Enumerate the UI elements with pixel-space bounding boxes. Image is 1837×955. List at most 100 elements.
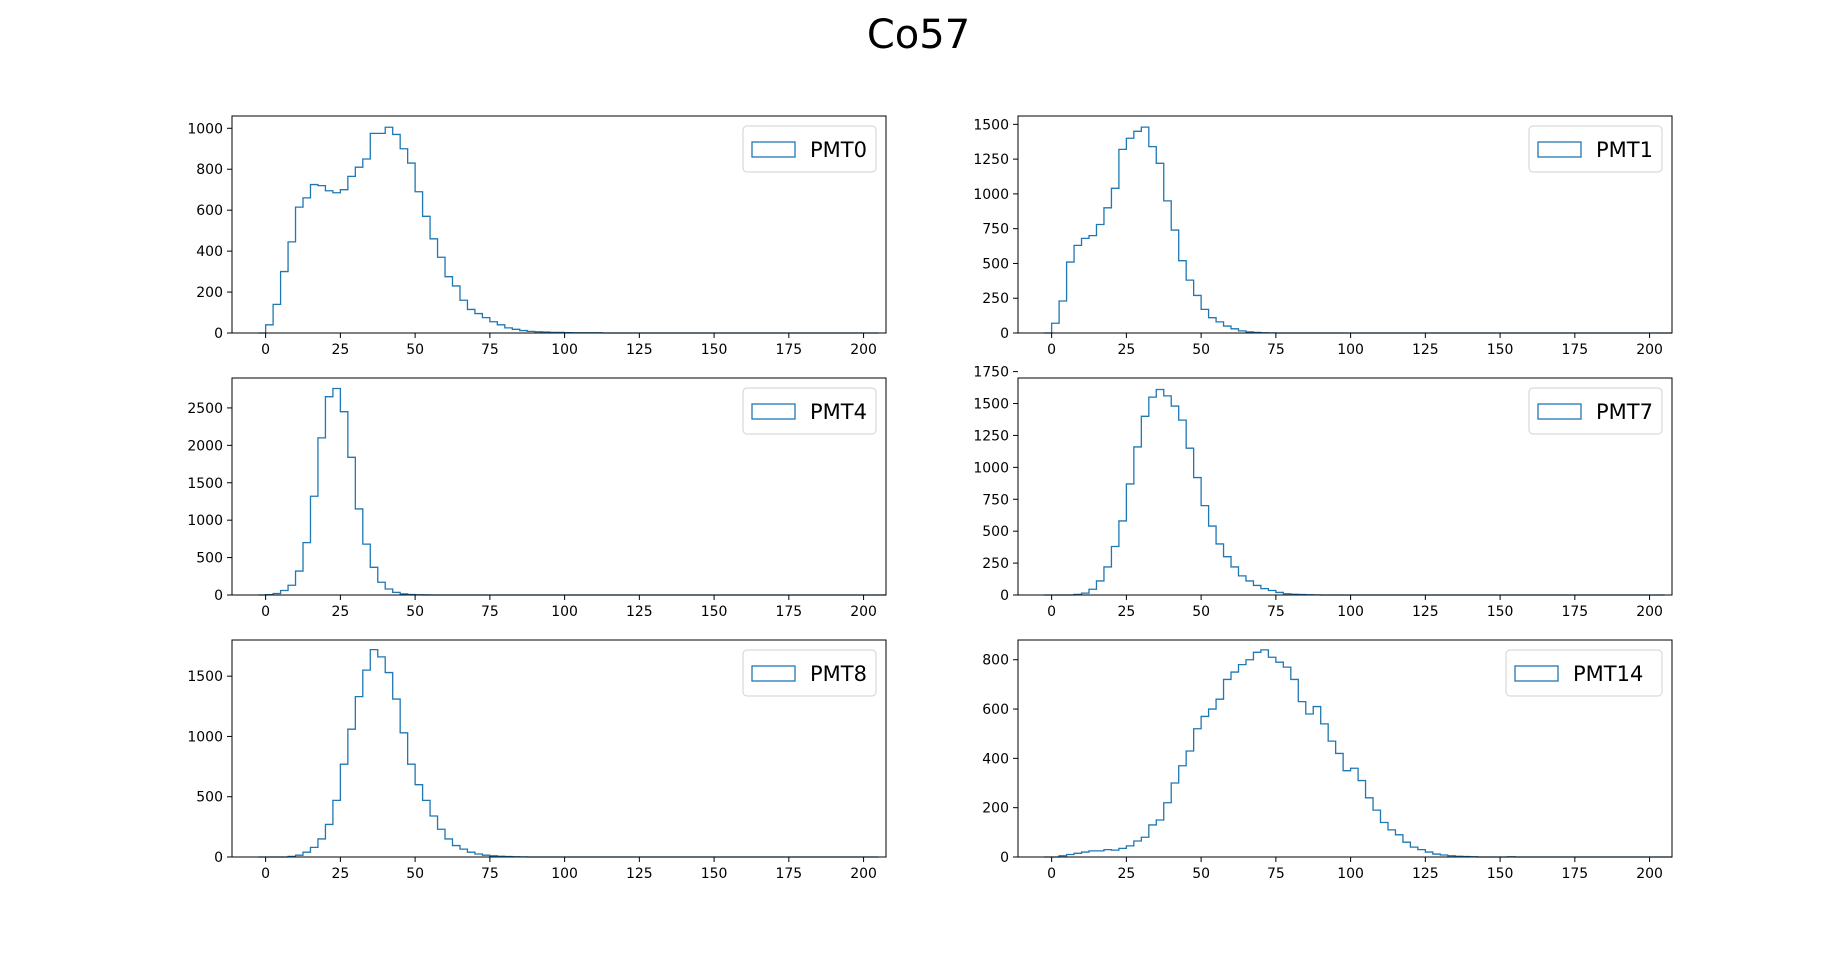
legend-label: PMT8 (810, 662, 867, 686)
x-tick-label: 175 (1561, 604, 1588, 620)
subplot-pmt8: 0 25 50 75 100 125 150 175 200 0 500 1000 1500 PMT8 (187, 639, 887, 882)
legend-swatch (1514, 665, 1559, 682)
x-tick-label: 75 (1267, 604, 1285, 620)
x-tick-label: 125 (1412, 342, 1439, 358)
y-tick-label: 600 (196, 203, 223, 219)
x-tick-label: 200 (1636, 604, 1663, 620)
y-tick-label: 500 (196, 551, 223, 567)
x-tick-label: 175 (775, 342, 802, 358)
y-tick-label: 200 (982, 801, 1009, 817)
x-tick-label: 75 (481, 342, 499, 358)
y-tick-label: 1000 (973, 187, 1009, 203)
axes-frame (1017, 377, 1673, 596)
y-tick-label: 750 (982, 222, 1009, 238)
x-tick-label: 25 (1117, 866, 1135, 882)
x-tick-label: 50 (1192, 604, 1210, 620)
x-tick-label: 50 (406, 342, 424, 358)
x-tick-label: 100 (551, 604, 578, 620)
y-tick-label: 1000 (187, 121, 223, 137)
x-tick-label: 150 (701, 342, 728, 358)
y-tick-label: 800 (982, 653, 1009, 669)
x-tick-label: 175 (775, 604, 802, 620)
x-tick-label: 200 (1636, 342, 1663, 358)
y-tick-label: 250 (982, 291, 1009, 307)
y-tick-label: 750 (982, 492, 1009, 508)
x-tick-label: 50 (406, 604, 424, 620)
x-tick-label: 75 (481, 866, 499, 882)
y-tick-label: 1000 (187, 513, 223, 529)
legend-swatch (1537, 403, 1582, 420)
x-tick-label: 25 (331, 342, 349, 358)
legend-swatch (751, 141, 796, 158)
y-tick-label: 500 (982, 524, 1009, 540)
legend-label: PMT4 (810, 400, 867, 424)
y-tick-label: 0 (1000, 588, 1009, 604)
y-tick-label: 400 (196, 244, 223, 260)
x-tick-label: 100 (1337, 866, 1364, 882)
x-tick-label: 50 (1192, 866, 1210, 882)
x-tick-label: 125 (626, 604, 653, 620)
x-tick-label: 200 (1636, 866, 1663, 882)
x-tick-label: 175 (775, 866, 802, 882)
x-tick-label: 0 (261, 342, 270, 358)
legend-box (742, 125, 877, 173)
x-tick-label: 0 (1047, 866, 1056, 882)
y-tick-label: 0 (214, 588, 223, 604)
y-tick-label: 600 (982, 702, 1009, 718)
y-tick-label: 1500 (973, 117, 1009, 133)
x-tick-label: 200 (850, 604, 877, 620)
x-tick-label: 75 (1267, 342, 1285, 358)
x-tick-label: 150 (701, 866, 728, 882)
legend-swatch (751, 403, 796, 420)
x-tick-label: 125 (1412, 866, 1439, 882)
x-tick-label: 100 (551, 342, 578, 358)
subplot-pmt4: 0 25 50 75 100 125 150 175 200050010001500200025… (187, 377, 887, 620)
legend-box (1528, 125, 1663, 173)
legend-swatch (751, 665, 796, 682)
x-tick-label: 100 (1337, 604, 1364, 620)
x-tick-label: 75 (1267, 866, 1285, 882)
x-tick-label: 75 (481, 604, 499, 620)
x-tick-label: 175 (1561, 866, 1588, 882)
legend-label: PMT1 (1596, 138, 1653, 162)
x-tick-label: 200 (850, 866, 877, 882)
x-tick-label: 0 (261, 604, 270, 620)
axes-frame (231, 377, 887, 596)
x-tick-label: 0 (1047, 604, 1056, 620)
y-tick-label: 0 (214, 326, 223, 342)
y-tick-label: 1000 (973, 460, 1009, 476)
subplot-pmt0: 0 25 50 75 100 125 150 175 200 0 200 400 600 800 1000 P… (187, 115, 887, 358)
figure-title: Co57 (866, 12, 971, 58)
axes-frame (1017, 115, 1673, 334)
y-tick-label: 250 (982, 556, 1009, 572)
axes-frame (231, 115, 887, 334)
subplot-pmt7: 0 25 50 75 100 125 150 175 200 0 250 500 750 1000 1250… (973, 365, 1673, 620)
x-tick-label: 150 (1487, 342, 1514, 358)
x-tick-label: 150 (1487, 604, 1514, 620)
y-tick-label: 500 (196, 790, 223, 806)
legend-box (742, 649, 877, 697)
x-tick-label: 25 (331, 604, 349, 620)
legend-box (742, 387, 877, 435)
y-tick-label: 1500 (187, 669, 223, 685)
x-tick-label: 100 (551, 866, 578, 882)
y-tick-label: 1000 (187, 729, 223, 745)
x-tick-label: 25 (1117, 342, 1135, 358)
x-tick-label: 150 (701, 604, 728, 620)
x-tick-label: 125 (626, 342, 653, 358)
legend-label: PMT7 (1596, 400, 1653, 424)
legend-label: PMT0 (810, 138, 867, 162)
y-tick-label: 1500 (187, 476, 223, 492)
y-tick-label: 800 (196, 162, 223, 178)
y-tick-label: 2000 (187, 438, 223, 454)
y-tick-label: 500 (982, 256, 1009, 272)
y-tick-label: 0 (1000, 326, 1009, 342)
x-tick-label: 175 (1561, 342, 1588, 358)
subplot-pmt1: 0 25 50 75 100 125 150 175 200 0 250 500 750 1000 1250… (973, 115, 1673, 358)
legend-label: PMT14 (1573, 662, 1643, 686)
x-tick-label: 25 (1117, 604, 1135, 620)
legend-box (1528, 387, 1663, 435)
x-tick-label: 0 (1047, 342, 1056, 358)
